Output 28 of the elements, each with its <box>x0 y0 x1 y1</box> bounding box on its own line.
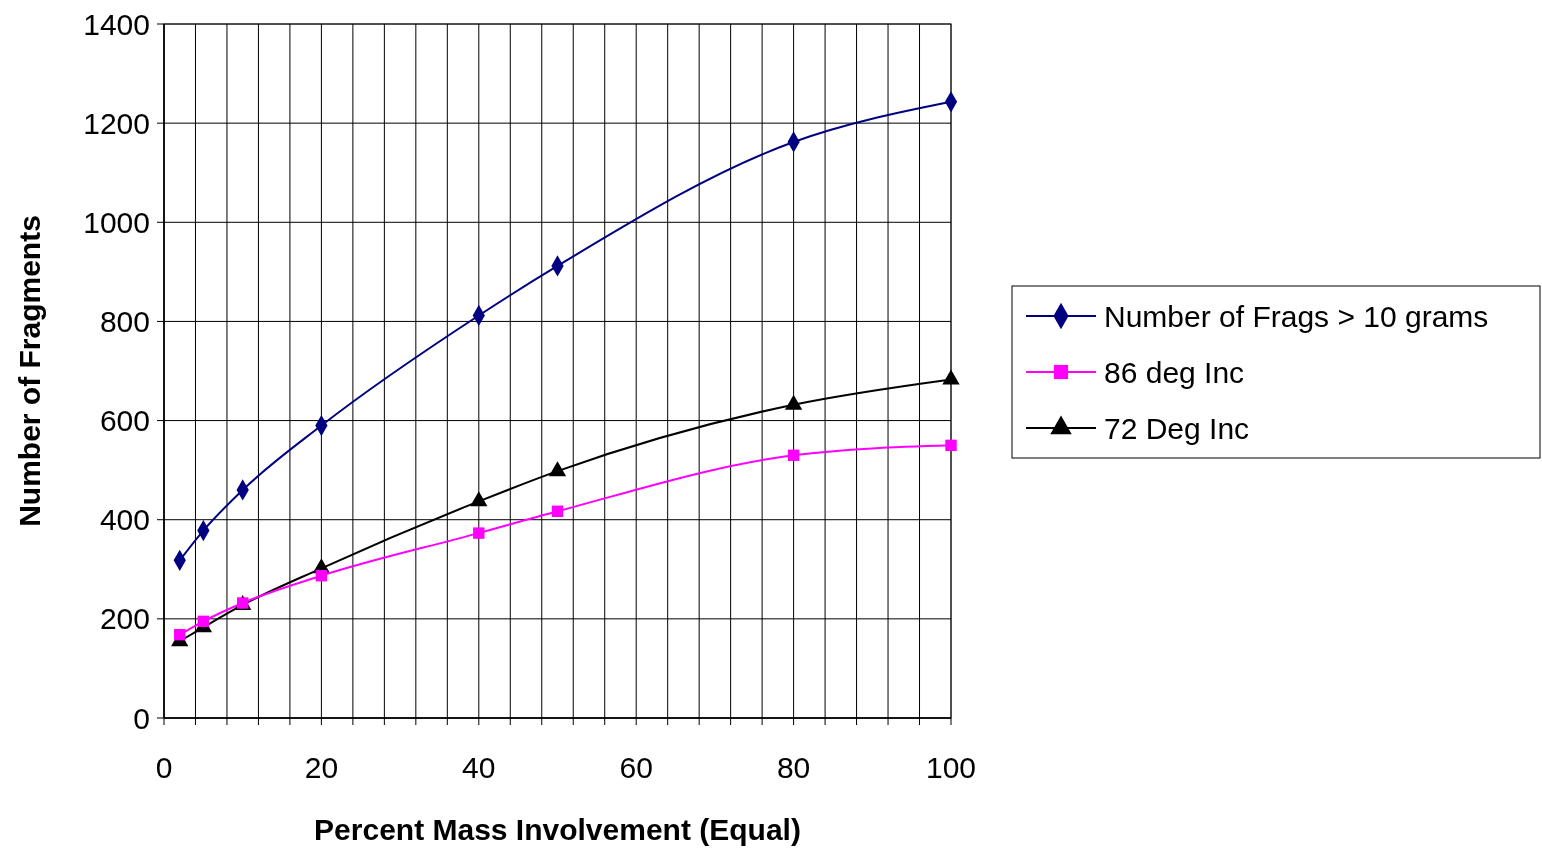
y-tick-label: 1400 <box>83 7 150 41</box>
x-axis-title: Percent Mass Involvement (Equal) <box>314 813 801 846</box>
point <box>945 439 957 452</box>
y-tick-label: 400 <box>99 503 150 537</box>
y-tick-label: 1200 <box>83 106 150 140</box>
legend-label: Number of Frags > 10 grams <box>1104 299 1489 333</box>
y-tick-label: 1000 <box>83 205 150 239</box>
point <box>548 461 567 477</box>
x-tick-label: 40 <box>462 751 496 784</box>
legend-label: 86 deg Inc <box>1104 355 1245 389</box>
x-tick-label: 20 <box>304 751 339 784</box>
point <box>473 527 485 539</box>
y-tick-label: 800 <box>99 304 150 338</box>
point <box>551 505 564 517</box>
point <box>470 491 488 507</box>
y-axis-title: Number of Fragments <box>13 215 46 527</box>
point <box>315 570 328 582</box>
point <box>174 629 186 641</box>
x-tick-label: 0 <box>155 751 173 784</box>
point <box>787 449 800 461</box>
y-tick-label: 200 <box>99 602 150 636</box>
y-tick-label: 0 <box>133 701 150 735</box>
x-tick-label: 100 <box>925 751 977 784</box>
x-tick-label: 80 <box>776 751 811 784</box>
point <box>197 615 210 628</box>
y-tick-label: 600 <box>99 404 150 438</box>
legend-label: 72 Deg Inc <box>1104 411 1250 445</box>
x-tick-label: 60 <box>619 751 653 784</box>
